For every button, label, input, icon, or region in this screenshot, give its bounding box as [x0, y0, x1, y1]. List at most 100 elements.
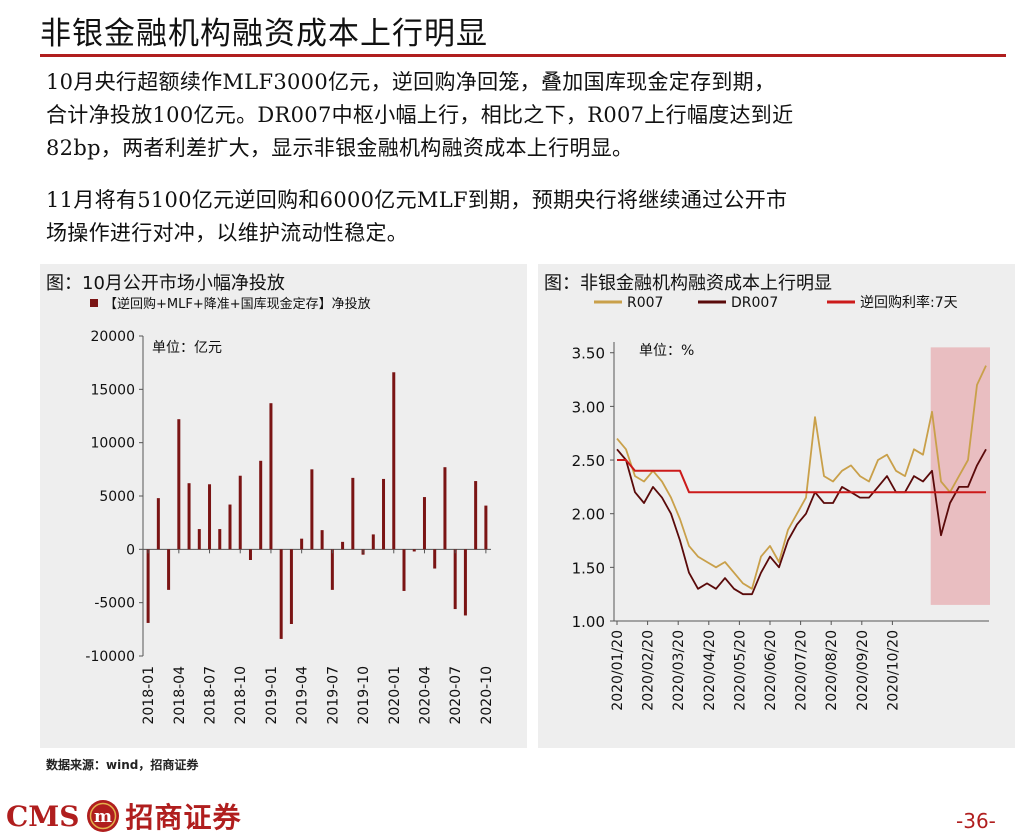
paragraph-line: 场操作进行对冲，以维护流动性稳定。 — [46, 221, 409, 245]
bar — [320, 530, 324, 550]
bar — [269, 403, 273, 550]
y-tick-label: 3.50 — [572, 345, 605, 363]
bar — [351, 477, 355, 550]
x-tick-label: 2020/10/20 — [885, 630, 901, 711]
x-tick-label: 2020/01/20 — [610, 630, 626, 711]
x-tick-label: 2020/08/20 — [824, 630, 840, 711]
bar — [248, 549, 252, 560]
bar — [433, 549, 437, 569]
bar — [146, 549, 150, 623]
x-tick-label: 2018-01 — [141, 666, 157, 725]
bar — [289, 549, 293, 624]
bar — [208, 484, 212, 550]
series-line — [616, 365, 987, 590]
y-tick-label: 0 — [126, 542, 135, 558]
title-divider — [40, 54, 1006, 57]
page-number: -36- — [956, 809, 996, 833]
x-tick-label: 2018-04 — [172, 666, 188, 725]
line-chart-panel: 图：非银金融机构融资成本上行明显 R007 DR007 逆回购利率:7天单位：% 3.… — [538, 264, 1015, 748]
bar — [218, 529, 222, 550]
unit-label: 单位：% — [639, 343, 694, 359]
x-tick-label: 2020/04/20 — [702, 630, 718, 711]
unit-label: 单位：亿元 — [152, 340, 222, 356]
logo-emblem-icon: m — [86, 800, 119, 832]
x-tick-label: 2020/02/20 — [641, 630, 657, 711]
paragraph-line: 10月央行超额续作MLF3000亿元，逆回购净回笼，叠加国库现金定存到期， — [46, 70, 776, 94]
slide-title: 非银金融机构融资成本上行明显 — [40, 16, 488, 52]
paragraph-october: 10月央行超额续作MLF3000亿元，逆回购净回笼，叠加国库现金定存到期， 合计… — [46, 66, 1021, 165]
x-tick-label: 2020/03/20 — [671, 630, 687, 711]
x-tick-label: 2018-10 — [233, 666, 249, 725]
bar — [300, 538, 304, 550]
x-tick-label: 2019-07 — [325, 666, 341, 725]
x-tick-label: 2020/05/20 — [732, 630, 748, 711]
bar — [197, 529, 201, 550]
y-tick-label: 20000 — [90, 329, 135, 345]
y-tick-label: -5000 — [94, 596, 135, 612]
bar — [463, 549, 467, 616]
bar — [238, 475, 242, 550]
bar — [177, 419, 181, 550]
paragraph-november: 11月将有5100亿元逆回购和6000亿元MLF到期，预期央行将继续通过公开市 … — [46, 184, 1021, 250]
legend-label: DR007 — [731, 295, 778, 311]
company-logo: CMS m 招商证券 — [6, 796, 242, 836]
bar — [382, 478, 386, 550]
x-tick-label: 2020/09/20 — [855, 630, 871, 711]
bar — [484, 505, 488, 550]
y-tick-label: 15000 — [90, 382, 135, 398]
bar — [412, 549, 416, 552]
series-line — [617, 459, 986, 494]
x-tick-label: 2020-04 — [417, 666, 433, 725]
paragraph-line: 11月将有5100亿元逆回购和6000亿元MLF到期，预期央行将继续通过公开市 — [46, 188, 788, 212]
bar — [279, 549, 283, 639]
bar — [474, 481, 478, 550]
bar — [228, 504, 232, 550]
legend-label: 【逆回购+MLF+降准+国库现金定存】净投放 — [104, 296, 371, 312]
data-source-note: 数据来源：wind，招商证券 — [46, 758, 199, 772]
y-tick-label: 5000 — [99, 489, 135, 505]
series-line — [616, 448, 987, 596]
bar-chart-title: 图：10月公开市场小幅净投放 — [46, 273, 285, 294]
bar-chart-panel: 图：10月公开市场小幅净投放 【逆回购+MLF+降准+国库现金定存】净投放单位：… — [40, 264, 527, 748]
x-tick-label: 2019-01 — [264, 666, 280, 725]
bar — [187, 483, 191, 550]
bar — [453, 549, 457, 610]
x-tick-label: 2020-01 — [387, 666, 403, 725]
y-tick-label: 1.50 — [572, 559, 605, 577]
y-tick-label: 1.00 — [572, 613, 605, 631]
bar — [310, 469, 314, 550]
x-tick-label: 2020-10 — [479, 666, 495, 725]
bar — [341, 541, 345, 550]
bar — [156, 498, 160, 550]
y-tick-label: 3.00 — [572, 398, 605, 416]
x-tick-label: 2020/07/20 — [794, 630, 810, 711]
logo-cms-text: CMS — [6, 799, 80, 833]
paragraph-line: 合计净投放100亿元。DR007中枢小幅上行，相比之下，R007上行幅度达到近 — [46, 103, 794, 127]
y-tick-label: 2.00 — [572, 506, 605, 524]
line-chart-title: 图：非银金融机构融资成本上行明显 — [544, 273, 832, 294]
bar — [259, 460, 263, 550]
y-tick-label: -10000 — [85, 649, 135, 665]
bar — [167, 549, 171, 590]
x-tick-label: 2020-07 — [448, 666, 464, 725]
bar — [392, 372, 396, 550]
logo-chinese-text: 招商证券 — [125, 801, 242, 834]
bar — [422, 497, 426, 550]
bar — [330, 549, 334, 590]
y-tick-label: 2.50 — [572, 452, 605, 470]
bar — [443, 467, 447, 550]
bar — [402, 549, 406, 591]
bar — [371, 534, 375, 550]
x-tick-label: 2018-07 — [203, 666, 219, 725]
x-tick-label: 2019-10 — [356, 666, 372, 725]
x-tick-label: 2019-04 — [295, 666, 311, 725]
legend-swatch — [90, 299, 98, 307]
logo-emblem-letter: m — [94, 807, 112, 827]
y-tick-label: 10000 — [90, 436, 135, 452]
legend-label: 逆回购利率:7天 — [860, 294, 958, 311]
paragraph-line: 82bp，两者利差扩大，显示非银金融机构融资成本上行明显。 — [46, 136, 634, 160]
x-tick-label: 2020/06/20 — [763, 630, 779, 711]
legend-label: R007 — [627, 295, 663, 311]
